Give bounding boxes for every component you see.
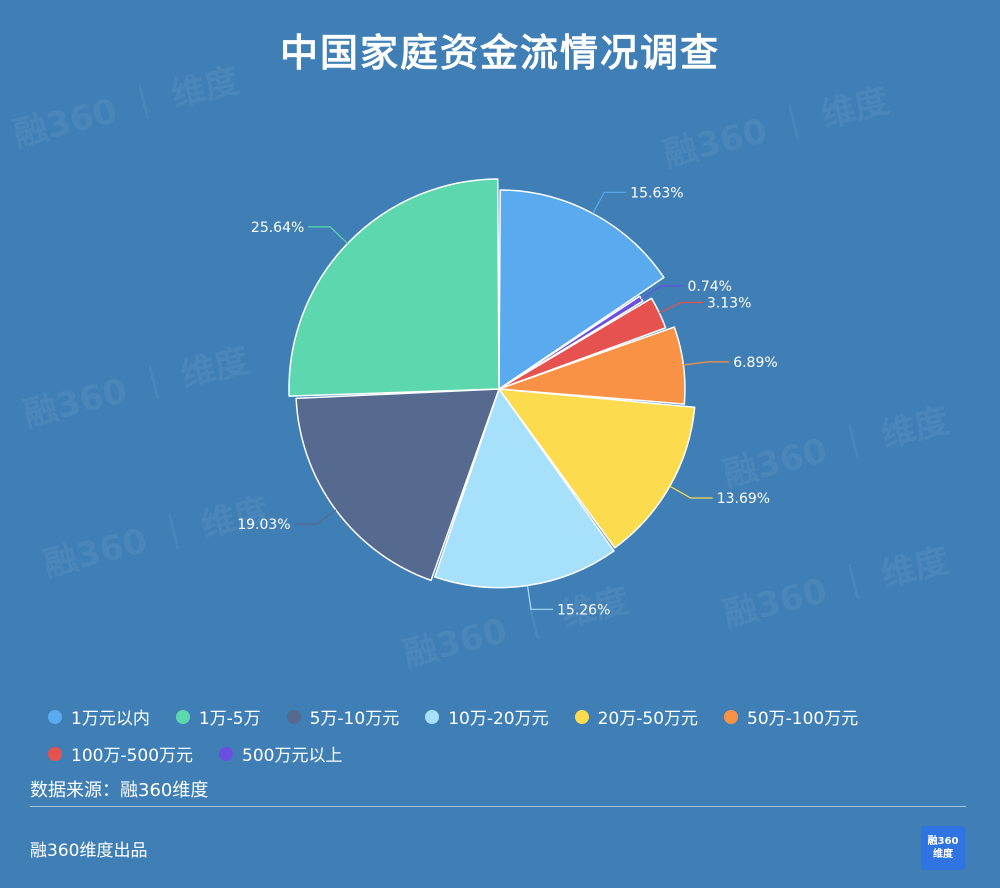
label-leader-line: [640, 285, 684, 300]
label-leader-line: [669, 485, 713, 499]
data-label: 19.03%: [237, 517, 290, 533]
pie-slice: [498, 388, 696, 549]
data-label: 0.74%: [688, 279, 732, 295]
legend-item[interactable]: 5万-10万元: [286, 704, 400, 729]
legend-item[interactable]: 20万-50万元: [574, 704, 699, 729]
label-leader-line: [526, 585, 553, 610]
pie-slice: [498, 295, 644, 390]
legend-label: 500万元以上: [242, 746, 343, 766]
pie-slice: [434, 388, 615, 589]
label-leader-line: [592, 191, 627, 214]
legend-swatch: [48, 709, 62, 724]
data-source: 数据来源：融360维度: [30, 780, 209, 801]
data-label: 15.63%: [630, 185, 683, 201]
legend-item[interactable]: 50万-100万元: [724, 704, 858, 729]
data-label: 15.26%: [557, 602, 610, 618]
label-leader-line: [683, 361, 730, 366]
label-leader-line: [659, 301, 703, 314]
legend-label: 20万-50万元: [597, 709, 699, 729]
logo-line-2: 维度: [933, 849, 953, 860]
pie-chart: 15.63% 0.74%3.13% 6.89% 13.69% 15.26% 19.03% 2…: [237, 178, 778, 618]
pie-slice: [295, 388, 500, 582]
legend-item[interactable]: 10万-20万元: [425, 704, 549, 729]
legend-swatch: [219, 746, 234, 761]
label-leader-line: [308, 226, 349, 244]
legend-item[interactable]: 500万元以上: [219, 741, 342, 766]
data-label: 25.64%: [251, 220, 304, 236]
label-leader-line: [294, 509, 337, 525]
legend-label: 5万-10万元: [309, 709, 400, 729]
legend-swatch: [286, 709, 301, 724]
legend: 1万元以内 1万-5万 5万-10万元 10万-20万元 20万-50万元 50万-100…: [48, 704, 968, 766]
credit-text: 融360维度出品: [30, 841, 148, 861]
pie-slice: [288, 178, 500, 397]
legend-swatch: [574, 709, 589, 724]
legend-swatch: [48, 746, 62, 761]
pie-slice: [498, 189, 665, 390]
legend-swatch: [724, 709, 739, 724]
logo-line-1: 融360: [927, 836, 959, 847]
brand-logo: 融360 维度: [921, 826, 965, 870]
legend-label: 1万-5万: [198, 709, 261, 729]
legend-label: 10万-20万元: [448, 709, 549, 729]
data-label: 13.69%: [717, 491, 770, 507]
legend-item[interactable]: 100万-500万元: [48, 741, 193, 766]
data-label: 6.89%: [733, 355, 777, 371]
divider: [30, 806, 966, 807]
legend-item[interactable]: 1万元以内: [48, 704, 150, 729]
pie-slice: [498, 326, 686, 405]
legend-swatch: [175, 709, 190, 724]
legend-label: 1万元以内: [71, 709, 150, 729]
data-label: 3.13%: [707, 296, 751, 312]
chart-title: 中国家庭资金流情况调查: [279, 31, 720, 75]
legend-item[interactable]: 1万-5万: [175, 704, 261, 729]
legend-label: 100万-500万元: [71, 746, 194, 766]
legend-label: 50万-100万元: [747, 709, 859, 729]
legend-swatch: [425, 709, 440, 724]
pie-slice: [498, 297, 667, 390]
